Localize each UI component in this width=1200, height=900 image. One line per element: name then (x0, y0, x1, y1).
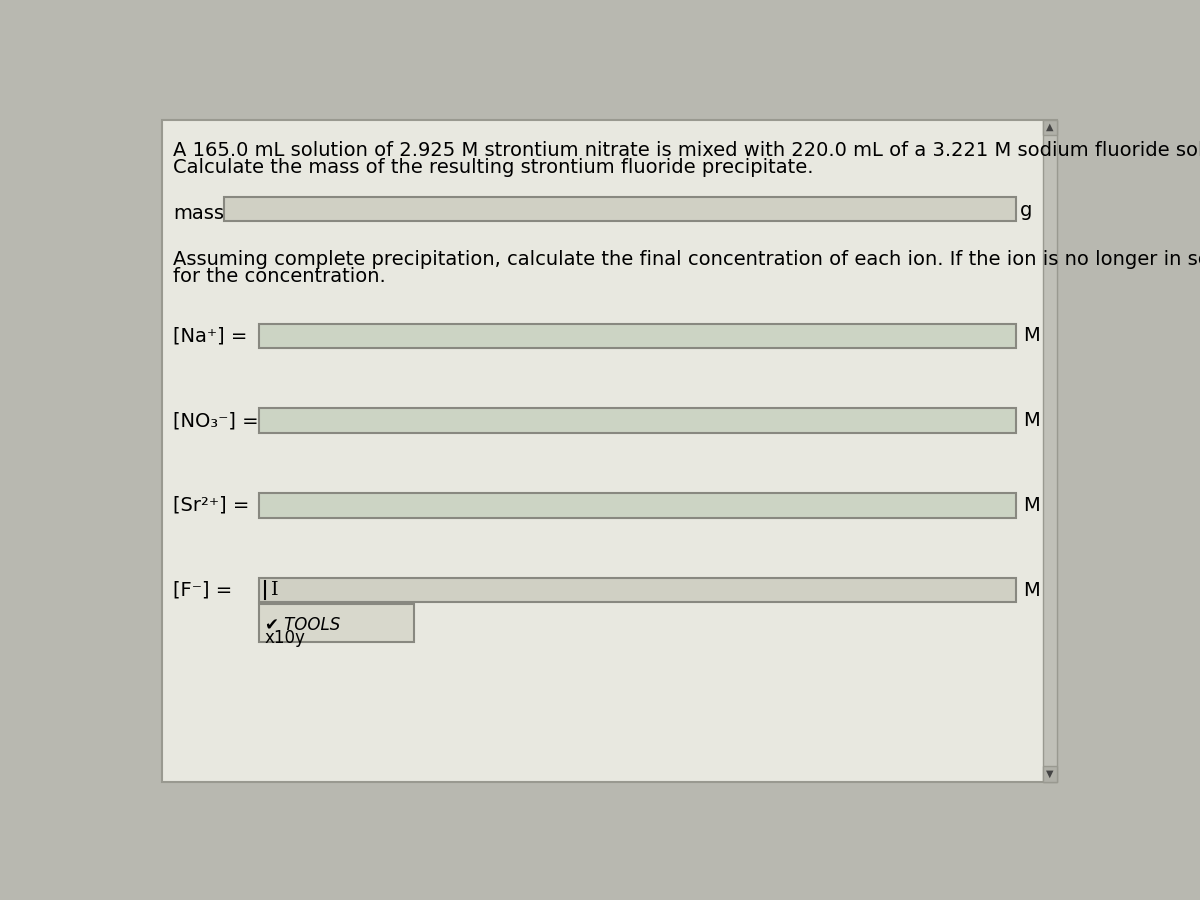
Text: ▲: ▲ (1046, 122, 1054, 132)
Text: [Na⁺] =: [Na⁺] = (173, 327, 247, 346)
Bar (1043, 120, 1057, 782)
Bar (258, 604, 414, 643)
Bar (223, 196, 1015, 221)
Text: M: M (1024, 580, 1040, 599)
Bar (1043, 120, 1057, 135)
Text: ▼: ▼ (1046, 769, 1054, 779)
Text: ✔ TOOLS: ✔ TOOLS (265, 616, 340, 634)
Text: for the concentration.: for the concentration. (173, 267, 386, 286)
Text: Calculate the mass of the resulting strontium fluoride precipitate.: Calculate the mass of the resulting stro… (173, 158, 814, 177)
Text: [NO₃⁻] =: [NO₃⁻] = (173, 411, 259, 430)
Text: M: M (1024, 411, 1040, 430)
Text: g: g (1020, 201, 1032, 220)
Text: Assuming complete precipitation, calculate the final concentration of each ion. : Assuming complete precipitation, calcula… (173, 250, 1200, 269)
Text: [F⁻] =: [F⁻] = (173, 580, 233, 599)
Text: I: I (271, 581, 278, 599)
Text: M: M (1024, 496, 1040, 515)
Bar (1043, 767, 1057, 782)
Bar (258, 409, 1015, 433)
Bar (258, 493, 1015, 518)
Text: x10y: x10y (265, 629, 306, 647)
Bar (258, 578, 1015, 602)
Text: mass:: mass: (173, 204, 230, 223)
Bar (258, 324, 1015, 348)
Text: M: M (1024, 327, 1040, 346)
Text: [Sr²⁺] =: [Sr²⁺] = (173, 496, 250, 515)
Text: A 165.0 mL solution of 2.925 M strontium nitrate is mixed with 220.0 mL of a 3.2: A 165.0 mL solution of 2.925 M strontium… (173, 141, 1200, 160)
